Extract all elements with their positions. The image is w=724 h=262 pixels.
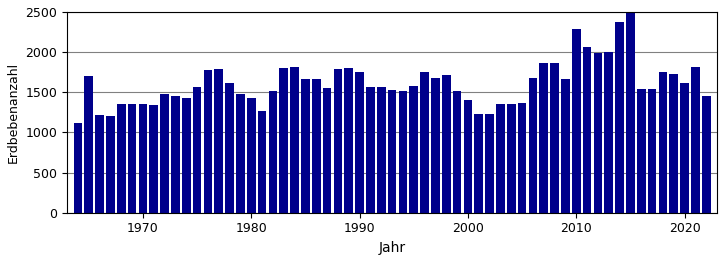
Bar bbox=[377, 88, 386, 213]
Bar bbox=[431, 78, 439, 213]
Bar bbox=[388, 90, 397, 213]
Bar bbox=[301, 79, 310, 213]
Bar bbox=[605, 52, 613, 213]
Bar bbox=[539, 63, 548, 213]
Bar bbox=[496, 103, 505, 213]
Bar bbox=[269, 91, 277, 213]
Bar bbox=[193, 88, 201, 213]
Bar bbox=[323, 88, 332, 213]
Bar bbox=[290, 67, 299, 213]
Bar bbox=[247, 98, 256, 213]
Bar bbox=[615, 21, 624, 213]
Bar bbox=[670, 74, 678, 213]
Bar bbox=[637, 89, 646, 213]
Bar bbox=[74, 123, 83, 213]
Bar bbox=[96, 115, 104, 213]
Bar bbox=[529, 78, 537, 213]
Bar bbox=[355, 72, 364, 213]
X-axis label: Jahr: Jahr bbox=[379, 241, 405, 255]
Bar bbox=[399, 91, 407, 213]
Bar bbox=[518, 103, 526, 213]
Bar bbox=[171, 96, 180, 213]
Bar bbox=[420, 72, 429, 213]
Bar bbox=[138, 104, 147, 213]
Bar bbox=[550, 63, 559, 213]
Bar bbox=[334, 69, 342, 213]
Bar bbox=[160, 94, 169, 213]
Bar bbox=[366, 88, 375, 213]
Bar bbox=[106, 116, 115, 213]
Bar bbox=[485, 114, 494, 213]
Bar bbox=[594, 53, 602, 213]
Bar bbox=[236, 94, 245, 213]
Bar bbox=[463, 100, 472, 213]
Bar bbox=[572, 29, 581, 213]
Bar bbox=[117, 104, 125, 213]
Bar bbox=[182, 98, 190, 213]
Bar bbox=[225, 83, 234, 213]
Bar bbox=[452, 91, 461, 213]
Bar bbox=[279, 68, 288, 213]
Bar bbox=[561, 79, 570, 213]
Y-axis label: Erdbebenanzahl: Erdbebenanzahl bbox=[7, 62, 20, 163]
Bar bbox=[691, 67, 699, 213]
Bar bbox=[626, 12, 635, 213]
Bar bbox=[127, 103, 136, 213]
Bar bbox=[203, 70, 212, 213]
Bar bbox=[345, 68, 353, 213]
Bar bbox=[85, 76, 93, 213]
Bar bbox=[409, 86, 418, 213]
Bar bbox=[214, 69, 223, 213]
Bar bbox=[149, 105, 158, 213]
Bar bbox=[474, 114, 483, 213]
Bar bbox=[312, 79, 321, 213]
Bar bbox=[702, 96, 710, 213]
Bar bbox=[258, 111, 266, 213]
Bar bbox=[442, 75, 450, 213]
Bar bbox=[681, 83, 689, 213]
Bar bbox=[648, 89, 657, 213]
Bar bbox=[659, 72, 668, 213]
Bar bbox=[583, 47, 592, 213]
Bar bbox=[507, 104, 515, 213]
